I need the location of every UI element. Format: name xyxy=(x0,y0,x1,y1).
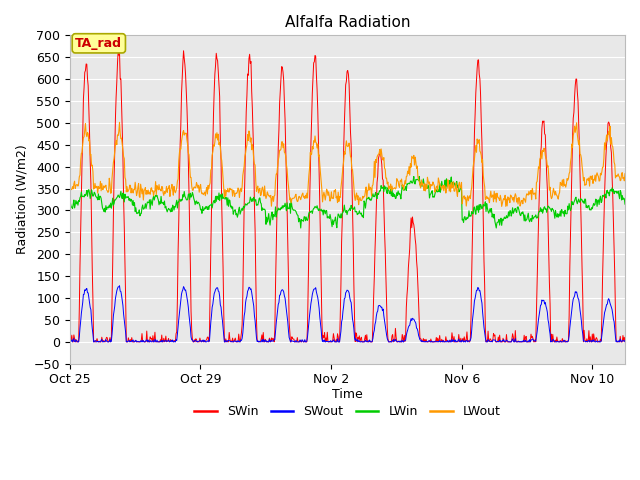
SWout xyxy=(116,283,124,288)
LWout xyxy=(621,171,629,177)
LWin xyxy=(129,198,137,204)
SWin xyxy=(180,48,188,54)
Line: LWout: LWout xyxy=(70,122,625,206)
SWin xyxy=(402,332,410,338)
SWout xyxy=(402,337,410,343)
LWout xyxy=(401,178,409,183)
SWout xyxy=(66,338,74,344)
Title: Alfalfa Radiation: Alfalfa Radiation xyxy=(285,15,410,30)
SWout xyxy=(355,339,362,345)
LWin xyxy=(141,204,148,210)
LWout xyxy=(179,130,187,135)
SWin xyxy=(66,337,74,343)
LWin xyxy=(415,174,423,180)
X-axis label: Time: Time xyxy=(332,388,363,401)
SWout xyxy=(131,339,138,345)
LWout xyxy=(141,185,149,191)
SWin xyxy=(355,336,362,342)
Line: SWout: SWout xyxy=(70,286,625,342)
SWin xyxy=(492,339,499,345)
SWin xyxy=(67,339,74,345)
SWout xyxy=(492,338,499,344)
LWout xyxy=(491,196,499,202)
SWout xyxy=(621,339,629,345)
LWout xyxy=(116,120,124,125)
SWout xyxy=(180,284,188,289)
LWin xyxy=(492,222,499,228)
Line: LWin: LWin xyxy=(70,177,625,228)
LWin xyxy=(621,202,629,207)
Legend: SWin, SWout, LWin, LWout: SWin, SWout, LWin, LWout xyxy=(189,400,506,423)
SWin xyxy=(142,339,150,345)
Y-axis label: Radiation (W/m2): Radiation (W/m2) xyxy=(15,144,28,254)
SWin xyxy=(621,339,629,345)
LWout xyxy=(130,186,138,192)
LWin xyxy=(401,186,409,192)
SWin xyxy=(131,339,138,345)
Line: SWin: SWin xyxy=(70,51,625,342)
SWin xyxy=(115,48,122,54)
LWout xyxy=(498,204,506,209)
LWin xyxy=(179,197,186,203)
LWin xyxy=(297,225,305,231)
Text: TA_rad: TA_rad xyxy=(76,37,122,50)
LWout xyxy=(66,186,74,192)
SWout xyxy=(142,337,150,343)
SWout xyxy=(68,339,76,345)
LWin xyxy=(354,211,362,217)
LWin xyxy=(66,205,74,211)
LWout xyxy=(354,193,362,199)
